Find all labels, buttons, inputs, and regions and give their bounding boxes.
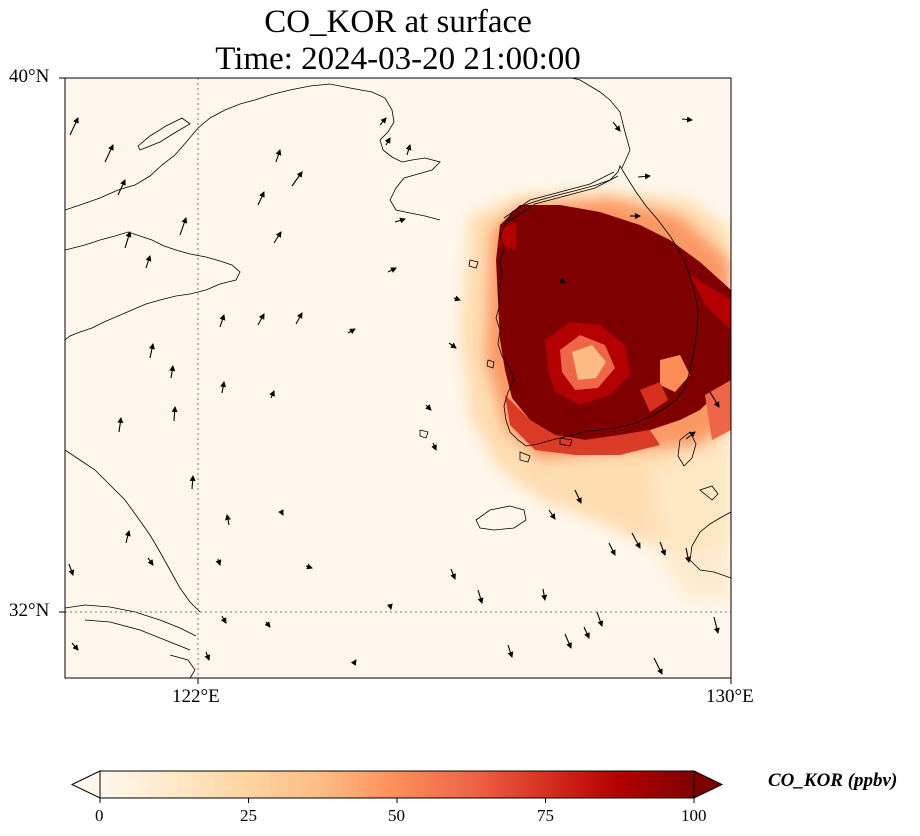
wind-vector-arrow — [347, 328, 356, 335]
wind-vector-arrow — [69, 117, 79, 136]
wind-vector-arrow — [507, 644, 514, 658]
y-tick-label-40n: 40°N — [9, 66, 50, 87]
wind-vector-arrow — [149, 343, 155, 359]
wind-vector-arrow — [709, 391, 720, 408]
wind-vector-arrow — [275, 149, 282, 163]
wind-vector-arrow — [171, 406, 178, 422]
wind-vector-arrow — [124, 530, 131, 544]
wind-vector-arrow — [145, 255, 152, 269]
wind-vector-arrow — [431, 442, 437, 451]
axis-ticks — [59, 77, 732, 684]
wind-vector-arrow — [104, 144, 114, 163]
wind-vector-arrow — [273, 231, 282, 244]
wind-vector-arrow — [179, 217, 188, 236]
wind-vector-arrow — [350, 659, 357, 666]
colorbar — [70, 770, 724, 803]
wind-vector-arrow — [653, 657, 663, 675]
colorbar-gradient — [100, 771, 694, 798]
wind-vector-arrow — [189, 475, 196, 490]
wind-vector-arrow — [713, 616, 720, 634]
wind-vector-arrow — [219, 314, 226, 328]
wind-vector-arrow — [169, 365, 176, 379]
wind-vector-arrow — [269, 390, 275, 399]
map-title-line2: Time: 2024-03-20 21:00:00 — [215, 41, 581, 77]
wind-vector-arrow — [71, 642, 79, 651]
colorbar-tick-25: 25 — [240, 806, 257, 825]
map-frame — [64, 77, 732, 679]
wind-vector-arrow — [685, 431, 696, 440]
wind-vector-arrow — [612, 121, 621, 132]
y-tick-label-32n: 32°N — [9, 600, 50, 621]
wind-vector-arrow — [215, 558, 222, 566]
wind-vector-arrow — [278, 509, 284, 516]
wind-vector-arrow — [559, 277, 566, 284]
wind-vector-arrow — [425, 404, 432, 411]
wind-vector-arrow — [574, 489, 582, 504]
wind-vector-arrow — [291, 171, 303, 187]
wind-vector-arrow — [225, 514, 231, 526]
wind-vector-arrow — [117, 179, 126, 196]
wind-vector-arrow — [384, 137, 391, 146]
wind-vector-arrow — [450, 568, 456, 580]
colorbar-label: CO_KOR (ppbv) — [768, 770, 898, 791]
wind-vector-arrow — [204, 651, 211, 661]
gridlines — [65, 78, 731, 678]
wind-vector-arrow — [631, 532, 641, 549]
x-tick-label-122e: 122°E — [172, 686, 220, 707]
wind-vector-arrow — [257, 313, 265, 326]
wind-vector-arrow — [659, 541, 667, 556]
wind-vector-arrow — [124, 231, 132, 249]
colorbar-tick-100: 100 — [681, 806, 707, 825]
wind-vector-arrow — [681, 116, 693, 123]
x-tick-label-130e: 130°E — [706, 686, 754, 707]
wind-vector-arrow — [477, 589, 484, 604]
wind-vector-arrow — [448, 342, 457, 349]
wind-vector-arrow — [583, 626, 590, 639]
colorbar-tick-75: 75 — [537, 806, 554, 825]
wind-vector-arrow — [453, 295, 461, 302]
wind-vector-arrow — [564, 633, 572, 649]
wind-vector-arrow — [68, 563, 75, 576]
wind-vector-arrow — [405, 144, 412, 156]
concentration-field — [460, 190, 731, 600]
wind-vector-arrow — [596, 611, 604, 627]
colorbar-tick-50: 50 — [388, 806, 405, 825]
wind-vector-arrow — [379, 117, 387, 126]
wind-vector-arrow — [295, 312, 303, 325]
wind-vector-arrow — [305, 563, 313, 570]
wind-vector-arrow — [257, 191, 265, 206]
wind-vector-arrow — [685, 547, 691, 563]
wind-vector-arrow — [387, 267, 397, 273]
wind-vector-arrow — [117, 417, 124, 433]
wind-vector-arrow — [220, 615, 227, 624]
wind-vector-arrow — [637, 173, 651, 180]
wind-vectors — [68, 116, 720, 675]
colorbar-tick-0: 0 — [95, 806, 104, 825]
wind-vector-arrow — [386, 603, 393, 610]
colorbar-extend-min — [70, 770, 101, 799]
wind-vector-arrow — [608, 542, 616, 556]
wind-vector-arrow — [220, 381, 227, 394]
wind-vector-arrow — [394, 217, 406, 224]
map-title-line1: CO_KOR at surface — [264, 4, 532, 40]
colorbar-extend-max — [693, 770, 724, 799]
wind-vector-arrow — [264, 621, 271, 628]
wind-vector-arrow — [147, 557, 154, 566]
wind-vector-arrow — [541, 588, 548, 601]
wind-vector-arrow — [548, 509, 556, 520]
